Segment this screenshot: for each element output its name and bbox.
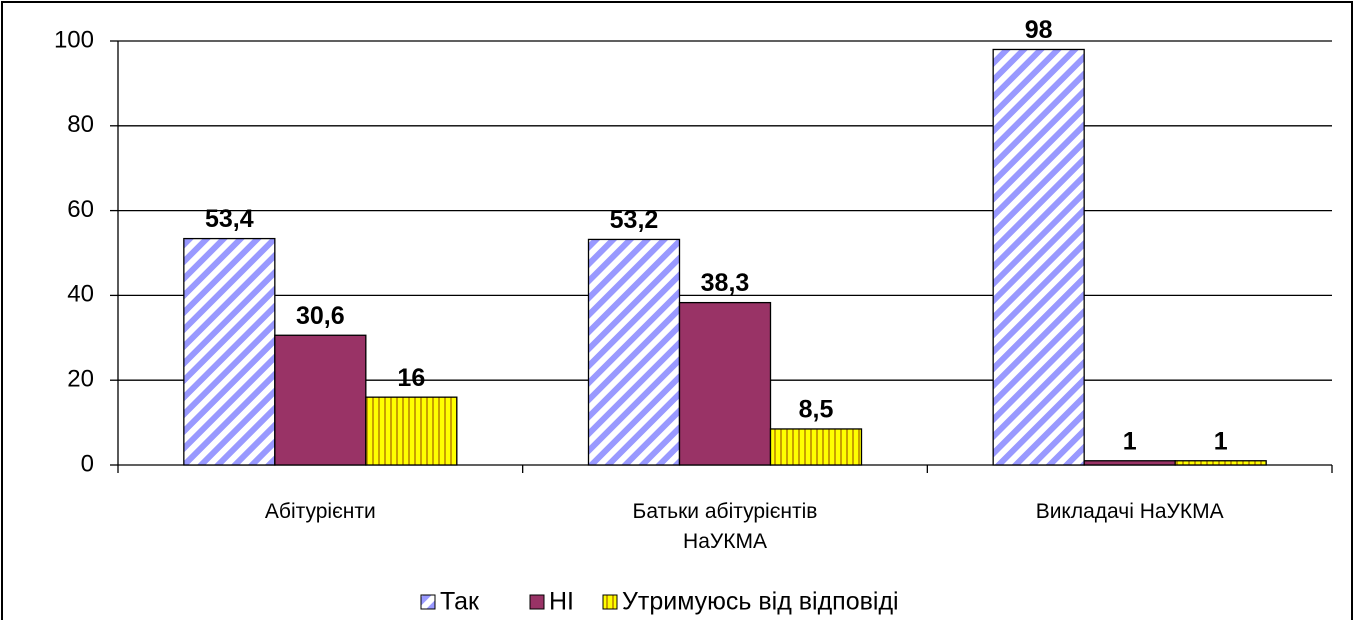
value-label: 1 <box>1123 427 1137 455</box>
value-label: 38,3 <box>701 269 750 297</box>
value-label: 53,2 <box>610 206 659 234</box>
value-label: 1 <box>1214 427 1228 455</box>
bar <box>769 428 863 466</box>
legend-label: Так <box>440 588 480 616</box>
y-tick-label: 100 <box>54 26 94 53</box>
y-tick-label: 0 <box>81 450 94 477</box>
y-tick-label: 80 <box>67 111 94 138</box>
bar <box>365 396 458 466</box>
legend-label: НІ <box>549 588 574 616</box>
legend-label: Утримуюсь від відповіді <box>622 588 899 616</box>
bar <box>274 334 367 466</box>
bar <box>1083 460 1176 466</box>
bar <box>992 48 1085 466</box>
legend-swatch <box>602 594 618 610</box>
value-label: 98 <box>1025 16 1053 44</box>
bar <box>1174 460 1267 466</box>
y-tick-label: 60 <box>67 196 94 223</box>
bar <box>678 301 772 466</box>
legend-swatch <box>529 594 545 610</box>
y-tick-label: 20 <box>67 366 94 393</box>
value-label: 8,5 <box>799 396 834 424</box>
legend-swatch <box>420 594 436 610</box>
x-tick-label: Абітурієнти <box>264 500 376 523</box>
value-label: 16 <box>397 364 425 392</box>
x-tick-label: Батьки абітурієнтів НаУКМА <box>632 500 818 553</box>
value-label: 53,4 <box>205 205 254 233</box>
x-tick-label: Викладачі НаУКМА <box>1035 500 1224 523</box>
value-label: 30,6 <box>296 302 345 330</box>
y-tick-label: 40 <box>67 281 94 308</box>
bar <box>587 238 681 466</box>
bar <box>183 237 276 466</box>
